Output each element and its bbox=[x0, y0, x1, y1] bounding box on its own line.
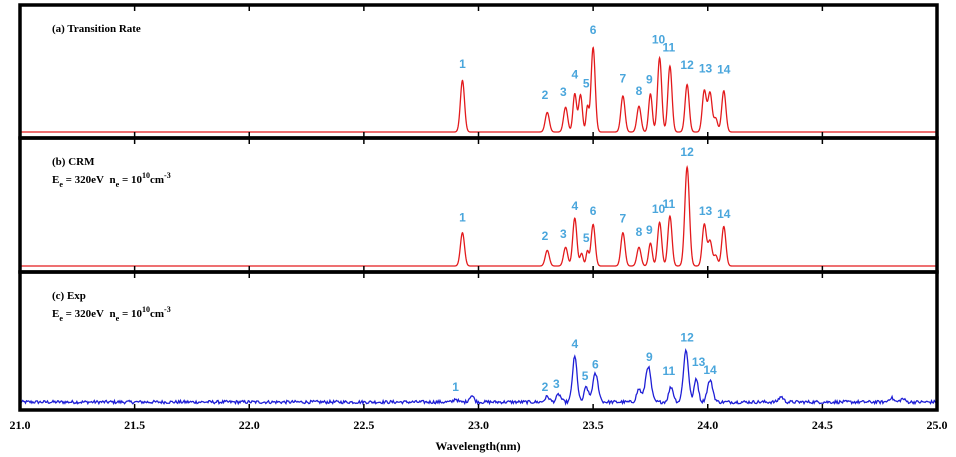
spectrum-line-1 bbox=[20, 46, 937, 133]
conditions-part: E bbox=[52, 308, 59, 320]
peak-label: 7 bbox=[620, 211, 627, 225]
panel-label: (a) Transition Rate bbox=[52, 23, 141, 35]
conditions-part: 10 bbox=[142, 305, 150, 314]
peak-label: 4 bbox=[571, 67, 578, 81]
x-tick-label: 21.0 bbox=[10, 418, 31, 432]
conditions-part: cm bbox=[150, 308, 164, 320]
conditions-part: cm bbox=[150, 174, 164, 186]
peak-label: 14 bbox=[717, 62, 731, 76]
peak-label: 11 bbox=[662, 41, 675, 55]
conditions-part: e bbox=[59, 180, 63, 189]
peak-label: 14 bbox=[703, 363, 717, 377]
panel-frame bbox=[18, 3, 939, 140]
x-tick-label: 22.5 bbox=[353, 418, 374, 432]
peak-label: 6 bbox=[590, 204, 597, 218]
x-tick-label: 21.5 bbox=[124, 418, 145, 432]
conditions-part: = 320eV bbox=[63, 174, 104, 186]
peak-label: 1 bbox=[452, 380, 459, 394]
peak-label: 9 bbox=[646, 73, 653, 87]
conditions-text: Ee = 320eV ne = 1010cm-3 bbox=[52, 305, 171, 323]
conditions-part: n bbox=[104, 174, 116, 186]
peak-label: 8 bbox=[636, 84, 643, 98]
peak-label: 7 bbox=[620, 72, 627, 86]
panel-label: (b) CRM bbox=[52, 156, 95, 168]
peak-label: 10 bbox=[652, 32, 666, 46]
peak-label: 13 bbox=[699, 204, 713, 218]
peak-label: 1 bbox=[459, 57, 466, 71]
panel-frame bbox=[18, 270, 939, 412]
peak-label: 12 bbox=[680, 145, 694, 159]
spectrum-line-3 bbox=[19, 347, 938, 406]
x-tick-label: 23.5 bbox=[583, 418, 604, 432]
conditions-part: e bbox=[116, 314, 120, 323]
x-tick-label: 22.0 bbox=[239, 418, 260, 432]
conditions-part: 10 bbox=[142, 171, 150, 180]
conditions-text: Ee = 320eV ne = 1010cm-3 bbox=[52, 171, 171, 189]
conditions-part: -3 bbox=[164, 305, 171, 314]
peak-label: 13 bbox=[692, 355, 706, 369]
conditions-part: e bbox=[59, 314, 63, 323]
peak-label: 8 bbox=[636, 225, 643, 239]
x-tick-label: 24.0 bbox=[697, 418, 718, 432]
panel-frame bbox=[18, 136, 939, 274]
peak-label: 13 bbox=[699, 61, 713, 75]
x-tick-label: 23.0 bbox=[468, 418, 489, 432]
peak-label: 10 bbox=[652, 202, 666, 216]
peak-label: 5 bbox=[583, 231, 590, 245]
x-axis: 21.0 21.5 22.0 22.5 23.0 23.5 24.0 24.5 25.0 bbox=[10, 418, 948, 432]
peak-label: 1 bbox=[459, 210, 466, 224]
peak-label: 9 bbox=[646, 350, 653, 364]
peak-label: 5 bbox=[583, 77, 590, 91]
peak-label: 5 bbox=[582, 369, 589, 383]
peak-label: 4 bbox=[571, 337, 578, 351]
peak-label: 11 bbox=[662, 197, 675, 211]
peak-label: 3 bbox=[553, 377, 560, 391]
conditions-part: = 320eV bbox=[63, 308, 104, 320]
conditions-part: n bbox=[104, 308, 116, 320]
panel-label: (c) Exp bbox=[52, 290, 86, 302]
peak-label: 4 bbox=[571, 199, 578, 213]
peak-label: 11 bbox=[662, 364, 675, 378]
conditions-part: e bbox=[116, 180, 120, 189]
peak-label: 2 bbox=[542, 380, 549, 394]
conditions-part: -3 bbox=[164, 171, 171, 180]
conditions-part: = 10 bbox=[119, 308, 142, 320]
peak-label: 6 bbox=[592, 357, 599, 371]
conditions-part: E bbox=[52, 174, 59, 186]
x-tick-label: 24.5 bbox=[812, 418, 833, 432]
peak-label: 3 bbox=[560, 85, 567, 99]
conditions-part: = 10 bbox=[119, 174, 142, 186]
peak-label: 2 bbox=[542, 229, 549, 243]
peak-label: 12 bbox=[680, 330, 694, 344]
peak-label: 14 bbox=[717, 207, 731, 221]
peak-label: 2 bbox=[542, 88, 549, 102]
peak-label: 12 bbox=[680, 58, 694, 72]
x-axis-title: Wavelength(nm) bbox=[435, 439, 520, 453]
peak-label: 9 bbox=[646, 223, 653, 237]
x-tick-label: 25.0 bbox=[927, 418, 948, 432]
peak-label: 6 bbox=[590, 23, 597, 37]
peak-label: 3 bbox=[560, 227, 567, 241]
